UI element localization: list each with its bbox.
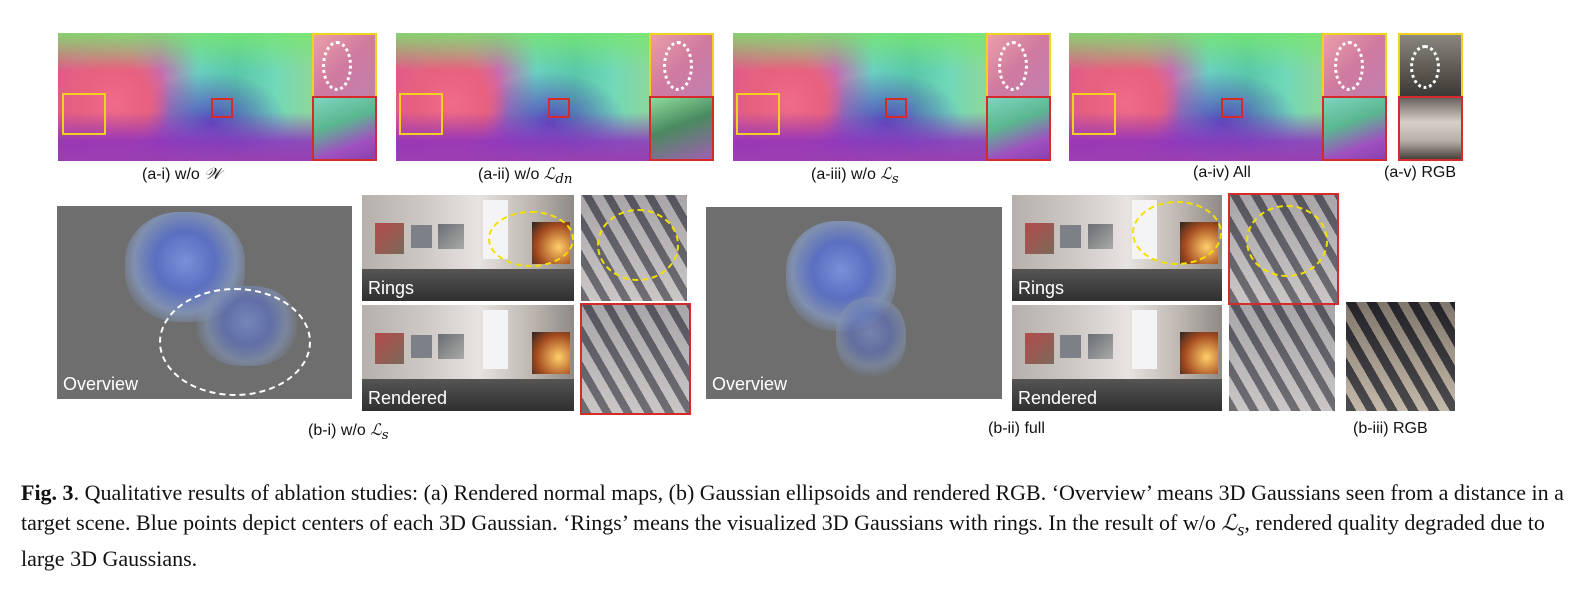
normal-map-a-ii [396,33,651,161]
inset-yellow-a-i [312,33,377,98]
rings-view-b-ii: Rings [1012,195,1222,301]
figure-number: Fig. 3 [21,480,74,505]
zoom-box-yellow [399,93,443,135]
zoom-box-red [1221,98,1243,118]
zoom-box-red [211,98,233,118]
rendered-view-b-ii: Rendered [1012,305,1222,411]
figure-caption: Fig. 3. Qualitative results of ablation … [21,480,1564,572]
rendered-view-b-i: Rendered [362,305,574,411]
rendered-patch-b-i [580,303,691,415]
label-a-ii: (a-ii) w/o ℒdn [478,164,573,188]
rgb-inset-yellow [1398,33,1463,98]
normal-map-a-iii [733,33,988,161]
overlay-rendered: Rendered [368,388,448,408]
label-a-iv: (a-iv) All [1193,164,1251,181]
inset-yellow-a-iii [986,33,1051,98]
zoom-box-yellow [62,93,106,135]
overlay-rendered: Rendered [1018,388,1098,408]
zoom-box-red [885,98,907,118]
overlay-overview: Overview [712,374,788,394]
overlay-rings: Rings [368,278,415,298]
rgb-patch-b-iii [1346,302,1455,411]
overlay-rings: Rings [1018,278,1065,298]
zoom-box-red [548,98,570,118]
inset-yellow-a-ii [649,33,714,98]
label-a-i: (a-i) w/o 𝒲 [142,164,222,183]
normal-map-a-iv [1069,33,1324,161]
label-b-i: (b-i) w/o ℒs [308,420,389,444]
overview-b-i: Overview [57,206,352,399]
zoom-box-yellow [1072,93,1116,135]
inset-red-a-iv [1322,96,1387,161]
normal-map-a-i [58,33,313,161]
label-b-iii: (b-iii) RGB [1353,420,1428,437]
inset-red-a-i [312,96,377,161]
rings-patch-b-i [581,195,687,301]
overview-b-ii: Overview [706,207,1002,399]
label-a-v: (a-v) RGB [1384,164,1456,181]
rgb-inset-red [1398,96,1463,161]
inset-red-a-ii [649,96,714,161]
label-a-iii: (a-iii) w/o ℒs [811,164,899,188]
rendered-patch-b-ii [1229,305,1335,411]
rings-view-b-i: Rings [362,195,574,301]
inset-red-a-iii [986,96,1051,161]
overlay-overview: Overview [63,374,139,394]
inset-yellow-a-iv [1322,33,1387,98]
label-b-ii: (b-ii) full [988,420,1045,437]
zoom-box-yellow [736,93,780,135]
rings-patch-b-ii [1228,193,1339,305]
